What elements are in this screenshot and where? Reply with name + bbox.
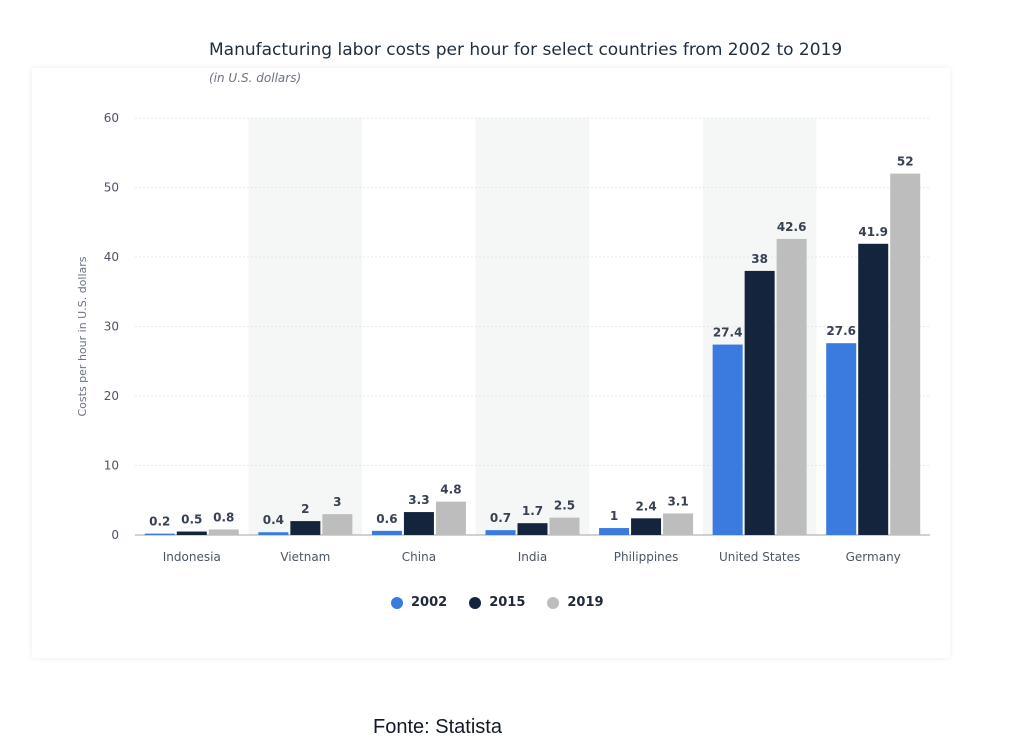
- bar: [826, 343, 857, 535]
- bar: [144, 533, 175, 535]
- legend-label-2019: 2019: [567, 595, 604, 610]
- category-band: [248, 118, 363, 535]
- bar: [176, 531, 207, 535]
- legend: 2002 2015 2019: [391, 595, 604, 610]
- bar: [403, 512, 434, 535]
- bar: [890, 173, 921, 535]
- x-tick-label: China: [402, 550, 436, 564]
- legend-label-2002: 2002: [411, 595, 448, 610]
- bar: [858, 243, 889, 536]
- bar: [776, 238, 807, 535]
- legend-dot-2015: [469, 596, 482, 609]
- legend-label-2015: 2015: [489, 595, 526, 610]
- data-label: 1.7: [522, 504, 543, 518]
- data-label: 27.6: [826, 324, 856, 338]
- y-tick-label: 40: [104, 250, 119, 264]
- data-label: 0.8: [213, 510, 234, 524]
- bar: [599, 528, 630, 535]
- data-label: 0.7: [490, 511, 511, 525]
- data-label: 2: [301, 502, 309, 516]
- y-tick-label: 10: [104, 459, 119, 473]
- x-tick-label: India: [518, 550, 547, 564]
- bar: [549, 517, 580, 535]
- bar: [631, 518, 662, 535]
- bar: [371, 530, 402, 535]
- data-label: 27.4: [713, 326, 743, 340]
- legend-item-2019[interactable]: 2019: [547, 595, 604, 610]
- data-label: 52: [897, 155, 914, 169]
- data-label: 42.6: [777, 220, 807, 234]
- y-tick-label: 60: [104, 111, 119, 125]
- data-label: 0.5: [181, 513, 202, 527]
- y-tick-label: 20: [104, 389, 119, 403]
- chart-title: Manufacturing labor costs per hour for s…: [209, 40, 843, 60]
- bar: [712, 344, 743, 535]
- bar: [322, 514, 353, 535]
- y-tick-label: 50: [104, 181, 119, 195]
- x-tick-label: Vietnam: [280, 550, 330, 564]
- x-tick-label: Philippines: [614, 550, 679, 564]
- data-label: 0.2: [149, 515, 170, 529]
- data-label: 3.3: [408, 493, 429, 507]
- chart-subtitle: (in U.S. dollars): [209, 71, 302, 85]
- data-label: 1: [610, 509, 618, 523]
- data-label: 4.8: [440, 483, 461, 497]
- data-label: 3: [333, 495, 341, 509]
- legend-dot-2019: [547, 596, 560, 609]
- data-label: 2.4: [635, 499, 656, 513]
- data-label: 38: [751, 252, 768, 266]
- data-label: 0.4: [263, 513, 284, 527]
- data-label: 2.5: [554, 499, 575, 513]
- bar: [517, 523, 548, 535]
- bar: [435, 501, 466, 535]
- bar: [258, 532, 289, 535]
- x-tick-label: United States: [719, 550, 800, 564]
- bar: [485, 530, 516, 535]
- y-tick-label: 30: [104, 320, 119, 334]
- bar: [208, 529, 239, 535]
- data-label: 3.1: [667, 494, 688, 508]
- bar: [290, 521, 321, 535]
- data-label: 41.9: [858, 225, 888, 239]
- bar: [663, 513, 694, 535]
- legend-dot-2002: [391, 596, 403, 609]
- data-label: 0.6: [376, 512, 397, 526]
- legend-item-2015[interactable]: 2015: [469, 595, 525, 610]
- x-tick-label: Indonesia: [163, 550, 221, 564]
- y-axis-label: Costs per hour in U.S. dollars: [76, 256, 89, 416]
- x-tick-label: Germany: [846, 550, 901, 564]
- source-caption: Fonte: Statista: [373, 716, 502, 738]
- y-tick-label: 0: [111, 528, 119, 542]
- bar: [744, 270, 775, 535]
- legend-item-2002[interactable]: 2002: [391, 595, 447, 610]
